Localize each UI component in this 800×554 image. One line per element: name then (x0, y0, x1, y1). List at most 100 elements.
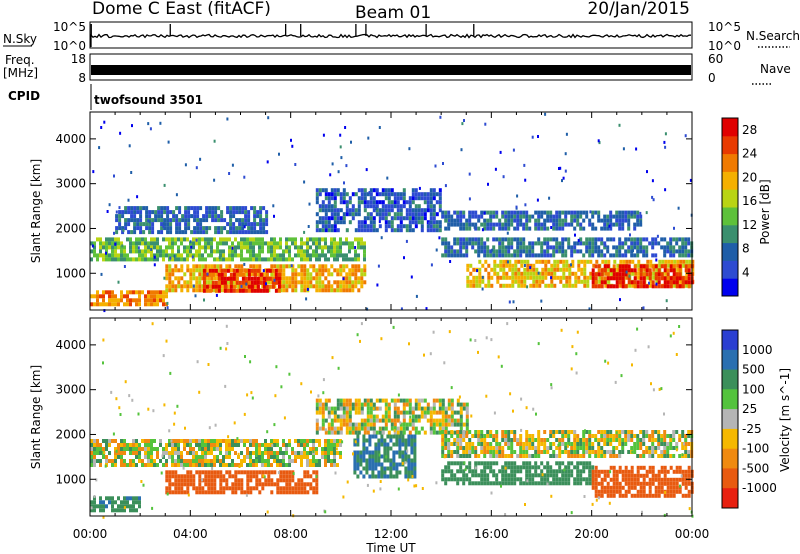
heatmap-cell (624, 493, 628, 498)
heatmap-cell (624, 430, 628, 434)
heatmap-cell (405, 216, 409, 221)
heatmap-cell (222, 439, 225, 443)
heatmap-cell (413, 470, 417, 475)
heatmap-cell (384, 398, 388, 403)
heatmap-cell (588, 481, 592, 486)
heatmap-cell (477, 253, 481, 258)
heatmap-cell (564, 434, 568, 438)
heatmap-cell (558, 218, 562, 223)
heatmap-cell (156, 455, 159, 459)
heatmap-cell (621, 241, 625, 246)
heatmap-cell (333, 459, 336, 463)
heatmap-cell (672, 245, 676, 250)
heatmap-cell (276, 482, 280, 487)
heatmap-cell (532, 263, 536, 268)
heatmap-cell (294, 280, 298, 285)
heatmap-cell (555, 249, 559, 254)
heatmap-cell (291, 144, 294, 148)
heatmap-cell (327, 224, 331, 229)
heatmap-cell (450, 398, 454, 403)
heatmap-cell (204, 245, 207, 250)
heatmap-cell (582, 226, 586, 231)
heatmap-cell (294, 482, 298, 487)
heatmap-cell (447, 418, 451, 423)
heatmap-cell (270, 470, 274, 475)
heatmap-cell (561, 438, 565, 442)
heatmap-cell (288, 459, 291, 463)
heatmap-cell (483, 465, 487, 470)
heatmap-cell (117, 302, 120, 307)
nsky-trace (90, 33, 692, 39)
heatmap-cell (215, 293, 218, 297)
heatmap-cell (396, 406, 400, 411)
heatmap-cell (432, 208, 436, 213)
heatmap-cell (646, 170, 648, 174)
heatmap-cell (265, 282, 267, 286)
heatmap-cell (291, 268, 295, 273)
heatmap-cell (258, 241, 261, 246)
heatmap-cell (288, 439, 291, 443)
heatmap-cell (192, 459, 195, 463)
heatmap-cell (180, 439, 183, 443)
heatmap-cell (253, 272, 257, 277)
heatmap-cell (579, 461, 583, 466)
heatmap-cell (228, 451, 231, 455)
heatmap-cell (171, 288, 175, 293)
heatmap-cell (432, 398, 436, 403)
heatmap-cell (285, 463, 288, 467)
heatmap-cell (282, 276, 286, 281)
heatmap-cell (141, 447, 144, 451)
heatmap-cell (507, 218, 511, 223)
heatmap-cell (318, 402, 322, 407)
heatmap-cell (636, 253, 640, 258)
heatmap-cell (492, 438, 496, 442)
heatmap-cell (255, 447, 258, 451)
heatmap-cell (494, 167, 497, 171)
heatmap-cell (510, 214, 514, 219)
heatmap-cell (165, 288, 169, 293)
heatmap-cell (438, 422, 442, 427)
heatmap-cell (303, 257, 306, 262)
heatmap-cell (348, 418, 352, 423)
heatmap-cell (492, 461, 496, 466)
heatmap-cell (543, 446, 547, 450)
heatmap-cell (387, 196, 391, 201)
heatmap-cell (597, 481, 601, 486)
heatmap-cell (223, 284, 227, 289)
heatmap-cell (531, 465, 535, 470)
heatmap-cell (609, 485, 613, 490)
heatmap-cell (562, 283, 566, 288)
heatmap-cell (315, 418, 319, 423)
heatmap-cell (591, 477, 595, 482)
heatmap-cell (235, 272, 239, 277)
heatmap-cell (255, 474, 259, 479)
heatmap-cell (573, 245, 577, 250)
heatmap-cell (642, 245, 646, 250)
heatmap-cell (315, 398, 319, 403)
heatmap-cell (127, 198, 130, 202)
heatmap-cell (556, 263, 560, 268)
heatmap-cell (408, 430, 412, 435)
heatmap-cell (522, 245, 526, 250)
heatmap-cell (383, 470, 387, 475)
heatmap-cell (480, 237, 484, 242)
heatmap-cell (204, 463, 207, 467)
heatmap-cell (549, 465, 553, 470)
heatmap-cell (324, 196, 328, 201)
heatmap-cell (553, 283, 557, 288)
heatmap-cell (312, 276, 316, 281)
heatmap-cell (223, 272, 227, 277)
heatmap-cell (567, 450, 571, 454)
heatmap-cell (612, 264, 616, 269)
heatmap-cell (198, 249, 201, 254)
heatmap-cell (177, 482, 181, 487)
heatmap-cell (114, 447, 117, 451)
heatmap-cell (153, 298, 156, 303)
heatmap-cell (520, 283, 524, 288)
heatmap-cell (651, 195, 654, 199)
heatmap-cell (354, 268, 358, 273)
heatmap-cell (351, 272, 355, 277)
heatmap-cell (429, 196, 433, 201)
heatmap-cell (392, 442, 396, 447)
heatmap-cell (273, 439, 276, 443)
